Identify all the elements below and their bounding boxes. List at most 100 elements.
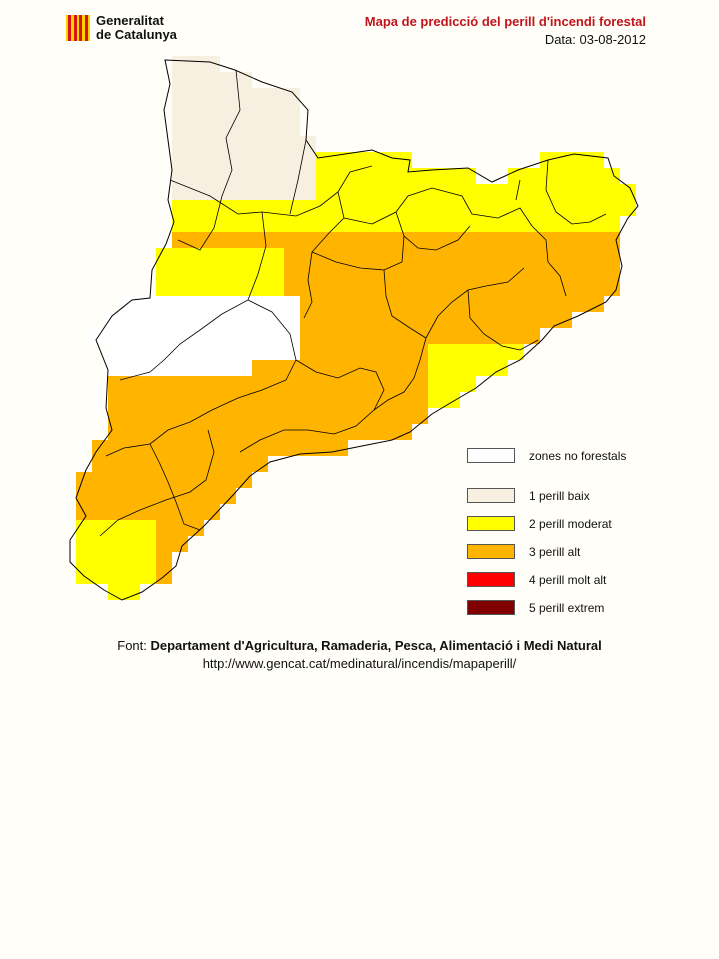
danger-cell: [156, 344, 172, 360]
danger-cell: [204, 104, 220, 120]
danger-cell: [460, 328, 476, 344]
danger-cell: [156, 296, 172, 312]
danger-cell: [124, 392, 140, 408]
danger-cell: [572, 296, 588, 312]
danger-cell: [108, 488, 124, 504]
danger-cell: [428, 344, 444, 360]
danger-cell: [444, 328, 460, 344]
danger-cell: [124, 360, 140, 376]
danger-cell: [108, 504, 124, 520]
danger-cell: [588, 232, 604, 248]
danger-cell: [76, 472, 92, 488]
danger-cell: [236, 280, 252, 296]
danger-cell: [396, 376, 412, 392]
danger-cell: [220, 136, 236, 152]
danger-cell: [124, 408, 140, 424]
danger-cell: [364, 296, 380, 312]
danger-cell: [252, 264, 268, 280]
danger-cell: [396, 312, 412, 328]
danger-cell: [284, 88, 300, 104]
danger-cell: [284, 424, 300, 440]
danger-cell: [236, 216, 252, 232]
danger-cell: [460, 344, 476, 360]
danger-cell: [236, 392, 252, 408]
danger-cell: [236, 296, 252, 312]
danger-cell: [332, 264, 348, 280]
source-name: Departament d'Agricultura, Ramaderia, Pe…: [150, 638, 602, 653]
danger-cell: [476, 264, 492, 280]
danger-cell: [556, 152, 572, 168]
danger-cell: [204, 264, 220, 280]
legend-label: 3 perill alt: [529, 544, 581, 559]
danger-cell: [396, 184, 412, 200]
danger-cell: [444, 184, 460, 200]
danger-cell: [188, 120, 204, 136]
danger-cell: [172, 152, 188, 168]
legend-swatch: [467, 544, 515, 559]
danger-cell: [412, 280, 428, 296]
danger-cell: [108, 520, 124, 536]
danger-cell: [204, 88, 220, 104]
danger-cell: [140, 296, 156, 312]
danger-cell: [524, 296, 540, 312]
danger-cell: [140, 312, 156, 328]
danger-cell: [460, 200, 476, 216]
danger-cell: [460, 360, 476, 376]
danger-cell: [92, 552, 108, 568]
danger-cell: [188, 520, 204, 536]
danger-cell: [268, 312, 284, 328]
danger-cell: [220, 280, 236, 296]
danger-cell: [316, 200, 332, 216]
danger-cell: [140, 424, 156, 440]
danger-cell: [380, 200, 396, 216]
danger-cell: [220, 72, 236, 88]
danger-cell: [188, 440, 204, 456]
danger-cell: [332, 168, 348, 184]
danger-cell: [252, 408, 268, 424]
danger-cell: [124, 504, 140, 520]
danger-cell: [316, 184, 332, 200]
danger-cell: [556, 296, 572, 312]
legend-swatch: [467, 600, 515, 615]
danger-cell: [444, 168, 460, 184]
danger-cell: [572, 280, 588, 296]
danger-cell: [236, 232, 252, 248]
danger-cell: [204, 232, 220, 248]
danger-cell: [188, 488, 204, 504]
danger-cell: [188, 104, 204, 120]
danger-cell: [396, 328, 412, 344]
danger-cell: [252, 360, 268, 376]
source-url[interactable]: http://www.gencat.cat/medinatural/incend…: [202, 656, 517, 671]
legend-item-extreme: 5 perill extrem: [467, 600, 604, 615]
danger-cell: [156, 440, 172, 456]
danger-cell: [188, 360, 204, 376]
danger-cell: [364, 184, 380, 200]
danger-cell: [108, 584, 124, 600]
danger-cell: [444, 360, 460, 376]
danger-cell: [444, 344, 460, 360]
danger-cell: [92, 440, 108, 456]
danger-cell: [284, 152, 300, 168]
danger-cell: [124, 456, 140, 472]
danger-cell: [316, 152, 332, 168]
danger-cell: [428, 392, 444, 408]
danger-cell: [492, 248, 508, 264]
danger-cell: [572, 216, 588, 232]
danger-cell: [92, 488, 108, 504]
danger-cell: [236, 88, 252, 104]
danger-cell: [204, 152, 220, 168]
danger-cell: [236, 120, 252, 136]
map-header: Mapa de predicció del perill d'incendi f…: [365, 14, 646, 47]
danger-cell: [108, 472, 124, 488]
danger-cell: [332, 216, 348, 232]
danger-cell: [188, 56, 204, 72]
danger-cell: [380, 264, 396, 280]
danger-cell: [188, 184, 204, 200]
danger-cell: [204, 72, 220, 88]
logo-text: Generalitat de Catalunya: [96, 14, 177, 42]
danger-cell: [140, 488, 156, 504]
danger-cell: [428, 376, 444, 392]
danger-cell: [252, 344, 268, 360]
danger-cell: [76, 520, 92, 536]
danger-cell: [364, 312, 380, 328]
